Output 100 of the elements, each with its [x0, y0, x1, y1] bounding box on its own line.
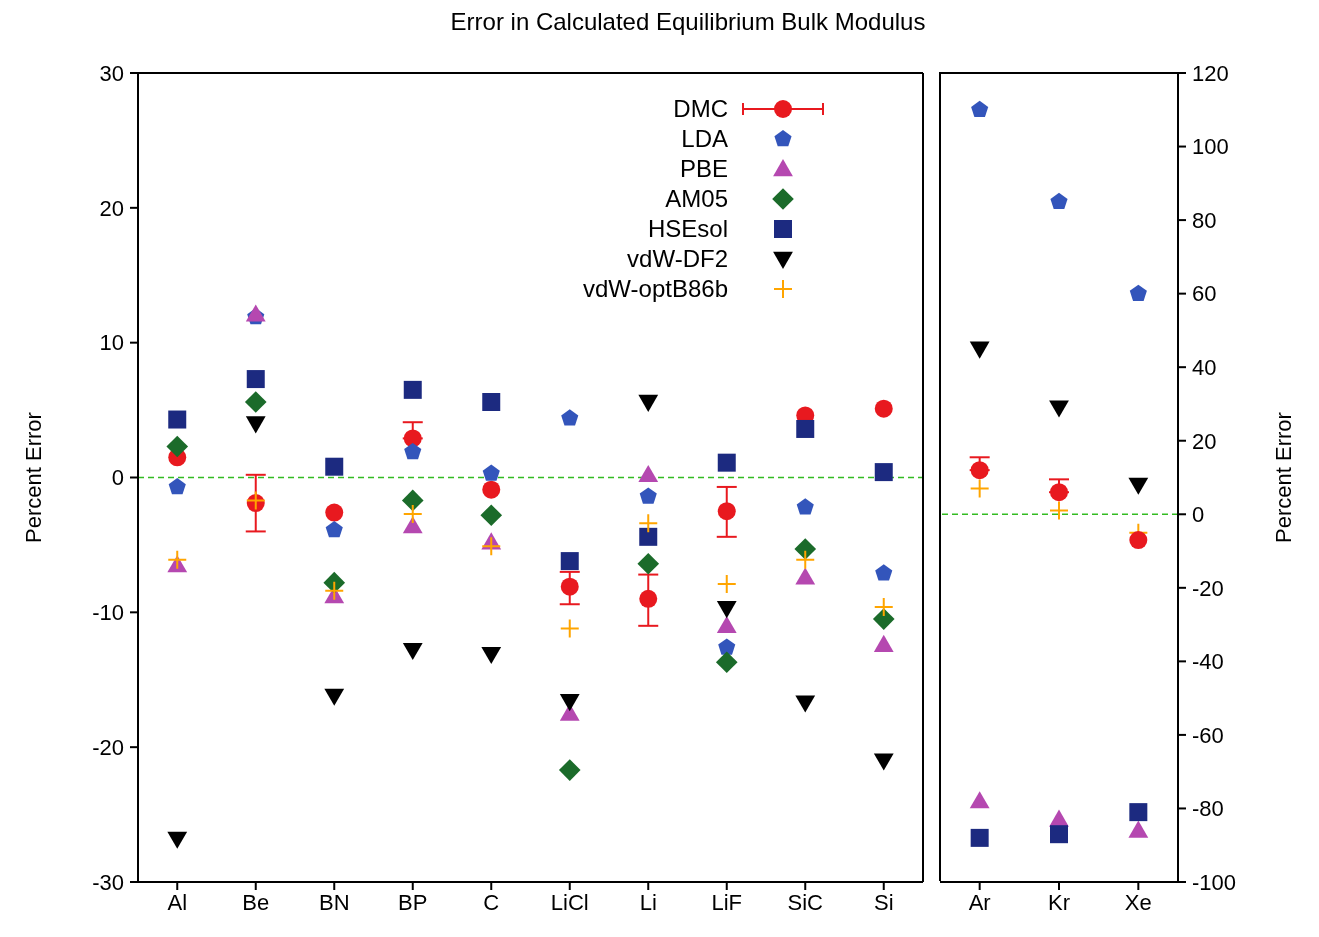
y2-tick-label: 20	[1192, 428, 1217, 454]
legend-label: vdW-optB86b	[583, 275, 728, 303]
point	[970, 828, 989, 847]
point	[1129, 803, 1148, 822]
point	[969, 478, 990, 499]
point	[873, 596, 894, 617]
x-tick-label: BN	[318, 889, 350, 915]
point	[717, 453, 736, 472]
y-tick-label: 0	[111, 465, 124, 491]
x-tick-label: BP	[398, 889, 428, 915]
legend-label: LDA	[681, 125, 728, 153]
point	[795, 695, 816, 713]
y2-tick-label: 60	[1192, 281, 1217, 307]
point	[639, 487, 657, 504]
point	[716, 574, 737, 595]
point	[1049, 500, 1069, 521]
y-tick-label: 10	[99, 330, 124, 356]
point	[325, 457, 344, 476]
point	[481, 646, 502, 665]
point	[324, 580, 345, 601]
legend-label: vdW-DF2	[627, 245, 728, 273]
point	[638, 464, 659, 482]
point	[1050, 825, 1068, 844]
point	[561, 409, 579, 426]
y-tick-label: -30	[92, 869, 124, 895]
x-tick-label: Si	[873, 889, 894, 915]
point	[872, 608, 895, 630]
x-tick-label: LiCl	[550, 889, 589, 915]
x-tick-label: Be	[242, 889, 270, 915]
y2-tick-label: -100	[1192, 869, 1237, 895]
point	[718, 638, 736, 655]
point	[560, 577, 579, 596]
point	[874, 399, 893, 418]
y2-axis-title: Percent Error	[1270, 412, 1296, 543]
y2-tick-label: 40	[1192, 354, 1217, 380]
point	[873, 753, 894, 771]
y2-tick-label: -80	[1192, 796, 1224, 822]
point	[639, 589, 658, 608]
point	[796, 498, 814, 515]
y-tick-label: -10	[92, 600, 124, 626]
point	[1128, 477, 1149, 495]
point	[970, 461, 989, 480]
y2-tick-label: -40	[1192, 649, 1224, 675]
point	[717, 502, 736, 521]
y2-tick-label: -20	[1192, 575, 1224, 601]
x-tick-label: Xe	[1124, 889, 1152, 915]
point	[168, 477, 186, 495]
legend-label: AM05	[665, 185, 728, 213]
legend-label: DMC	[673, 95, 728, 123]
point	[969, 341, 990, 359]
point	[480, 504, 503, 527]
x-tick-label: LiF	[711, 889, 743, 915]
point	[245, 304, 266, 322]
point	[401, 489, 424, 512]
point	[168, 410, 187, 429]
y2-tick-label: -60	[1192, 722, 1224, 748]
y2-tick-label: 120	[1192, 60, 1229, 86]
point	[559, 694, 580, 712]
point	[244, 391, 267, 413]
point	[482, 392, 501, 411]
point	[1050, 483, 1068, 502]
point	[245, 416, 266, 434]
point	[402, 642, 423, 660]
point	[875, 564, 893, 581]
point	[715, 651, 738, 674]
chart-title: Error in Calculated Equilibrium Bulk Modulus	[449, 8, 927, 37]
point	[402, 503, 423, 524]
legend-label: HSEsol	[647, 215, 728, 243]
point	[794, 538, 817, 560]
y-tick-label: 20	[99, 195, 124, 221]
point	[402, 516, 423, 534]
x-tick-label: Al	[167, 889, 188, 915]
y2-tick-label: 100	[1192, 134, 1229, 160]
point	[969, 791, 990, 809]
point	[167, 831, 188, 849]
x-tick-label: SiC	[787, 889, 824, 915]
point	[873, 634, 894, 652]
point	[1129, 284, 1147, 301]
point	[638, 513, 659, 534]
point	[325, 503, 344, 522]
x-tick-label: Ar	[968, 889, 991, 915]
point	[716, 601, 737, 619]
point	[874, 463, 893, 482]
legend-label: PBE	[679, 155, 728, 183]
x-tick-label: C	[483, 889, 500, 915]
point	[166, 435, 189, 458]
point	[1128, 820, 1149, 838]
y-axis-title: Percent Error	[20, 412, 46, 543]
point	[637, 552, 660, 575]
x-tick-label: Li	[639, 889, 657, 915]
point	[167, 549, 188, 570]
point	[795, 567, 816, 585]
point	[481, 536, 502, 557]
y2-tick-label: 80	[1192, 207, 1217, 233]
point	[558, 759, 581, 781]
point	[971, 100, 989, 118]
point	[246, 370, 265, 389]
point	[1049, 400, 1069, 418]
point	[559, 618, 580, 639]
point	[403, 380, 422, 399]
